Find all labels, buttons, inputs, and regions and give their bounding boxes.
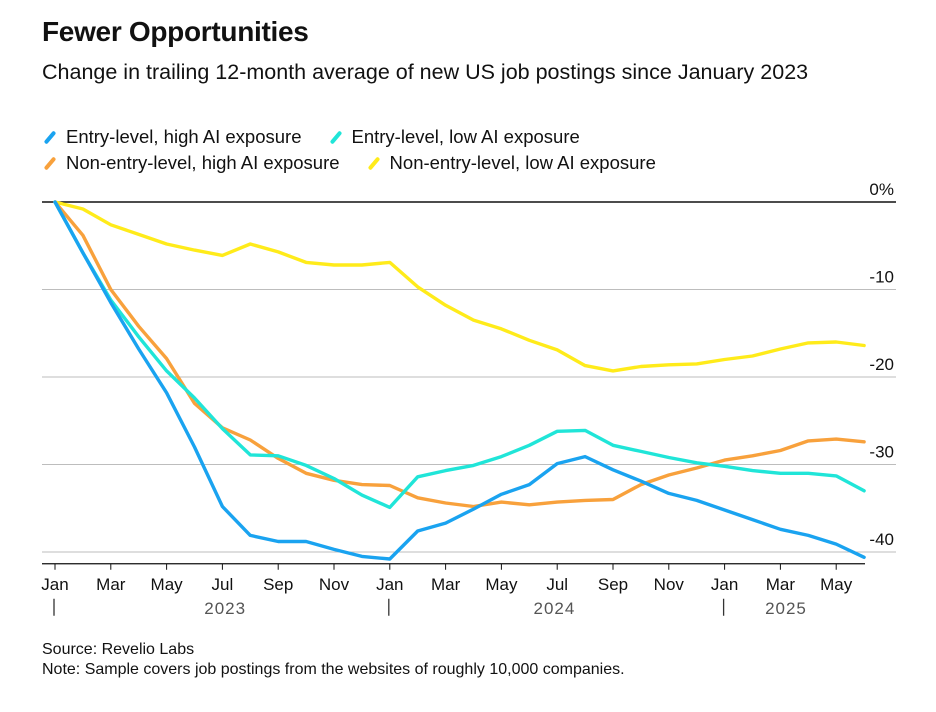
x-tick-label: Jul (212, 575, 234, 594)
legend-item-entry-low: Entry-level, low AI exposure (328, 126, 580, 148)
legend-item-nonentry-low: Non-entry-level, low AI exposure (366, 152, 656, 174)
x-tick-label: Jan (711, 575, 738, 594)
x-year-label: 2024 (533, 599, 575, 618)
legend-label-nonentry-low: Non-entry-level, low AI exposure (389, 152, 656, 173)
x-tick-label: Mar (766, 575, 796, 594)
x-year-label: 2023 (204, 599, 246, 618)
source-note: Source: Revelio Labs (42, 641, 195, 658)
legend-item-nonentry-high: Non-entry-level, high AI exposure (42, 152, 340, 174)
series-line-1 (53, 200, 866, 561)
x-tick-label: Sep (263, 575, 293, 594)
x-tick-label: May (485, 575, 518, 594)
legend-label-nonentry-high: Non-entry-level, high AI exposure (66, 152, 340, 173)
y-tick-label: 0% (869, 180, 894, 199)
y-tick-label: -20 (869, 355, 894, 374)
legend-label-entry-high: Entry-level, high AI exposure (66, 126, 302, 147)
footer: Source: Revelio Labs Note: Sample covers… (42, 640, 625, 680)
chart-title: Fewer Opportunities (42, 16, 309, 47)
legend-label-entry-low: Entry-level, low AI exposure (351, 126, 580, 147)
x-tick-label: May (820, 575, 853, 594)
x-year-label: 2025 (765, 599, 807, 618)
series-line-2 (53, 200, 866, 510)
y-tick-label: -30 (869, 443, 894, 462)
legend: Entry-level, high AI exposure Entry-leve… (42, 124, 922, 176)
chart-subtitle: Change in trailing 12-month average of n… (42, 60, 809, 84)
x-tick-label: Mar (431, 575, 461, 594)
x-tick-label: Jul (546, 575, 568, 594)
x-tick-label: Mar (96, 575, 126, 594)
sample-note: Note: Sample covers job postings from th… (42, 661, 625, 678)
y-tick-label: -40 (869, 530, 894, 549)
x-tick-label: Nov (654, 575, 685, 594)
series-line-4 (53, 200, 866, 373)
y-tick-label: -10 (869, 268, 894, 287)
legend-item-entry-high: Entry-level, high AI exposure (42, 126, 302, 148)
line-chart: 0% -10 -20 -30 -40 Jan Mar May Jul Sep Nov Jan Mar Ma… (41, 180, 896, 618)
x-tick-label: Sep (598, 575, 628, 594)
x-tick-label: Jan (376, 575, 403, 594)
x-tick-label: May (151, 575, 184, 594)
x-tick-label: Nov (319, 575, 350, 594)
x-tick-label: Jan (41, 575, 68, 594)
